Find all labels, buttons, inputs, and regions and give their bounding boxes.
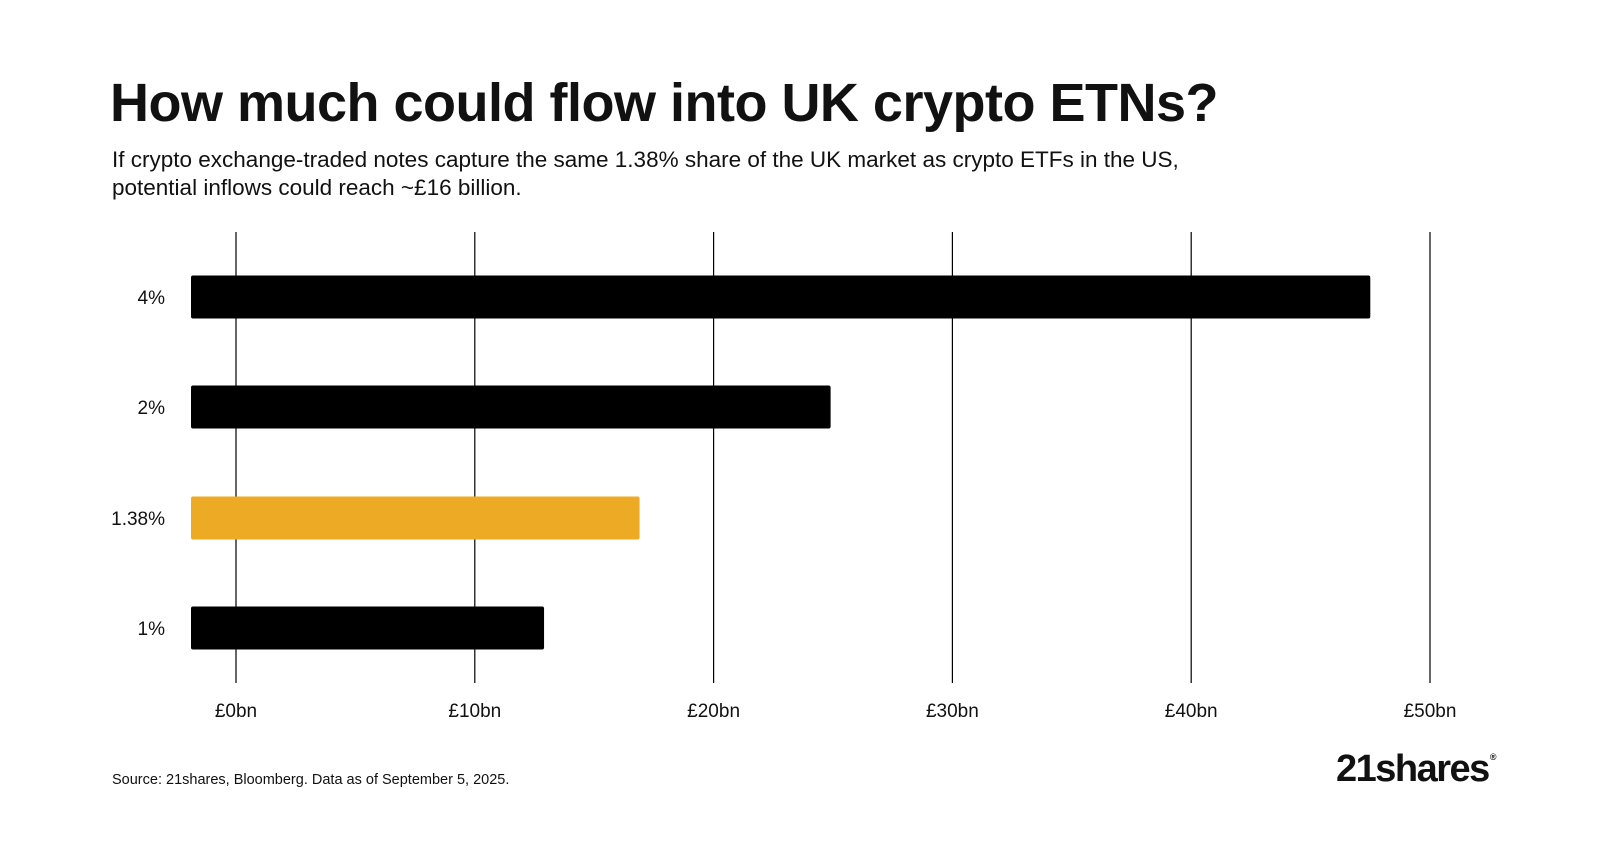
x-tick-label-3: £30bn bbox=[926, 701, 979, 722]
brand-logo-text: 21shares bbox=[1336, 748, 1490, 790]
x-tick-label-4: £40bn bbox=[1165, 701, 1218, 722]
chart-subtitle: If crypto exchange-traded notes capture … bbox=[112, 147, 1179, 200]
chart-title: How much could flow into UK crypto ETNs? bbox=[110, 73, 1219, 133]
brand-logo: 21shares® bbox=[1336, 748, 1496, 791]
x-tick-label-2: £20bn bbox=[687, 701, 740, 722]
x-axis-tick-labels: £0bn £10bn £20bn £30bn £40bn £50bn bbox=[215, 701, 1457, 722]
category-label-1: 2% bbox=[138, 398, 166, 419]
bar-chart: 4% 2% 1.38% 1% £0bn £10bn £20bn £30bn £40bn £50b… bbox=[111, 232, 1457, 722]
category-label-2: 1.38% bbox=[111, 509, 165, 530]
bars bbox=[191, 275, 1371, 650]
bar-4pct bbox=[191, 275, 1371, 319]
x-tick-label-5: £50bn bbox=[1404, 701, 1457, 722]
bar-1pct bbox=[191, 606, 545, 650]
category-label-3: 1% bbox=[138, 619, 166, 640]
registered-mark: ® bbox=[1489, 752, 1497, 762]
source-note: Source: 21shares, Bloomberg. Data as of … bbox=[112, 772, 510, 788]
x-tick-label-1: £10bn bbox=[448, 701, 501, 722]
x-tick-label-0: £0bn bbox=[215, 701, 257, 722]
bar-2pct bbox=[191, 385, 831, 429]
bar-1-38pct bbox=[191, 496, 640, 540]
category-label-0: 4% bbox=[138, 288, 166, 309]
category-labels: 4% 2% 1.38% 1% bbox=[111, 288, 165, 640]
